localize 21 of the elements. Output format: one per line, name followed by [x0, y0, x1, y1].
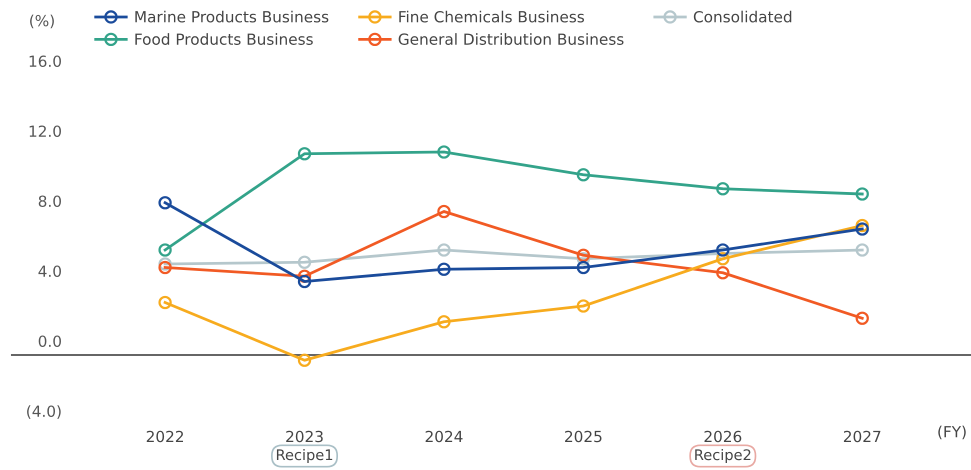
text: Recipe1 [276, 448, 332, 464]
x-tick-label: 2024 [426, 430, 463, 442]
y-axis-title: (%) [30, 14, 54, 28]
legend-label: Food Products Business [135, 33, 313, 45]
y-tick-label: 8.0 [38, 195, 61, 208]
y-tick-label: 16.0 [30, 55, 61, 68]
x-tick-label: 2023 [286, 430, 323, 442]
y-tick-label: 4.0 [38, 265, 61, 278]
x-tick-label: 2026 [704, 430, 742, 442]
text: Recipe2 [695, 448, 750, 464]
y-tick-label: (4.0) [27, 405, 61, 419]
y-tick-label: 12.0 [30, 125, 61, 138]
x-axis-title: (FY) [938, 426, 966, 440]
legend-label: Marine Products Business [135, 10, 328, 23]
x-tick-label: 2022 [146, 430, 184, 442]
legend-label: Fine Chemicals Business [399, 10, 584, 23]
x-tick-label: 2025 [565, 430, 602, 442]
x-tick-label: 2027 [844, 430, 880, 442]
legend-label: Consolidated [694, 10, 792, 23]
legend-label: General Distribution Business [398, 33, 624, 45]
y-tick-label: 0.0 [38, 335, 61, 348]
